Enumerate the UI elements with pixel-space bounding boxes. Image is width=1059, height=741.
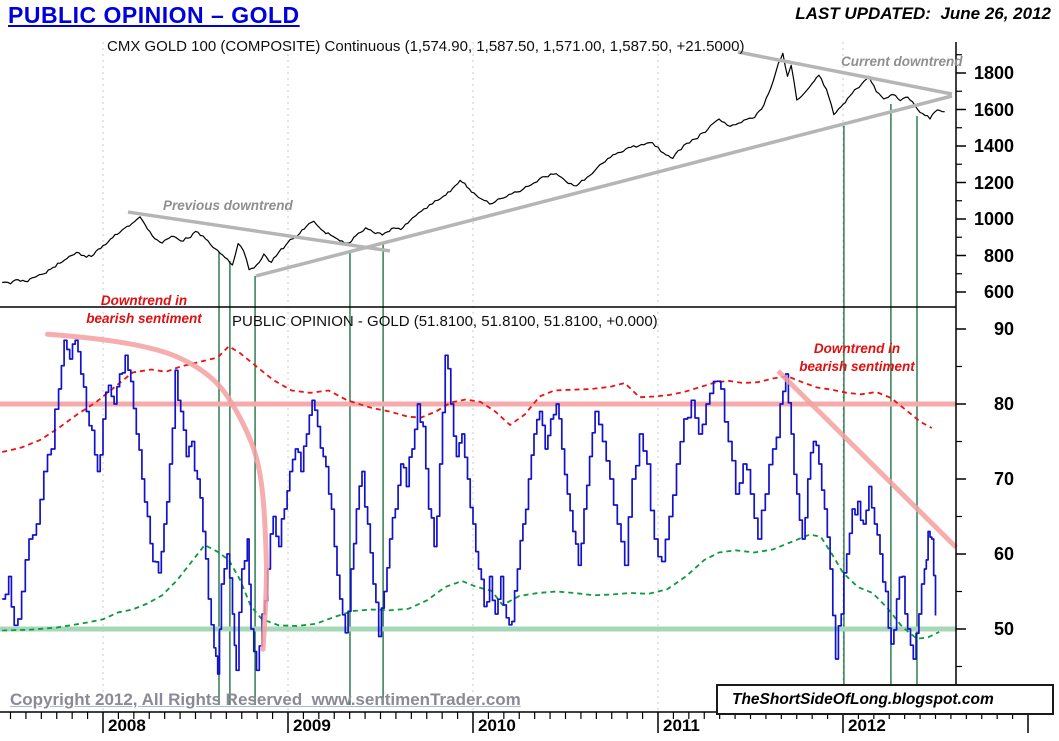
x-year-label: 2012 bbox=[848, 716, 886, 735]
top-panel-title: CMX GOLD 100 (COMPOSITE) Continuous (1,5… bbox=[107, 38, 745, 55]
annotation-current-downtrend: Current downtrend bbox=[841, 54, 963, 69]
annotation-bearish-left-line1: Downtrend in bbox=[100, 293, 188, 308]
top-y-tick-label: 600 bbox=[983, 282, 1014, 302]
bottom-panel-title: PUBLIC OPINION - GOLD (51.8100, 51.8100,… bbox=[232, 313, 658, 330]
top-y-tick-label: 800 bbox=[983, 245, 1014, 266]
page-title-link[interactable]: PUBLIC OPINION – GOLD bbox=[8, 2, 300, 28]
upper-band-red-dashed bbox=[1, 345, 933, 453]
x-year-label: 2010 bbox=[478, 716, 516, 735]
top-y-tick-label: 1000 bbox=[973, 209, 1014, 229]
pink-curve-downtrend-2008 bbox=[45, 331, 269, 652]
x-year-label: 2008 bbox=[108, 716, 146, 735]
credit-box: TheShortSideOfLong.blogspot.com bbox=[716, 684, 1054, 715]
trendline-current-downtrend bbox=[737, 50, 953, 96]
top-y-tick-label: 1800 bbox=[973, 63, 1014, 83]
top-y-tick-label: 1200 bbox=[973, 172, 1014, 193]
x-year-label: 2011 bbox=[663, 716, 700, 735]
copyright-label: Copyright 2012, All Rights Reserved www.… bbox=[10, 690, 521, 709]
pink-line-downtrend-2012 bbox=[776, 369, 958, 550]
annotation-previous-downtrend: Previous downtrend bbox=[163, 198, 293, 213]
bottom-y-tick-label: 50 bbox=[993, 619, 1014, 639]
bottom-y-tick-label: 70 bbox=[993, 469, 1014, 489]
annotation-bearish-left-line2: bearish sentiment bbox=[86, 311, 202, 326]
lower-band-green-dashed bbox=[2, 533, 940, 640]
credit-label: TheShortSideOfLong.blogspot.com bbox=[732, 690, 994, 708]
trendline-previous-downtrend bbox=[127, 210, 391, 253]
bottom-y-tick-label: 80 bbox=[993, 394, 1014, 414]
x-year-label: 2009 bbox=[293, 716, 331, 735]
annotation-bearish-right-line2: bearish sentiment bbox=[799, 359, 915, 374]
public-opinion-step-line bbox=[2, 339, 937, 675]
top-y-tick-label: 1600 bbox=[973, 99, 1014, 120]
bottom-y-tick-label: 90 bbox=[993, 319, 1014, 339]
last-updated-label: LAST UPDATED: June 26, 2012 bbox=[795, 4, 1051, 23]
gold-price-line bbox=[2, 52, 945, 285]
annotation-bearish-right-line1: Downtrend in bbox=[813, 341, 901, 356]
top-y-tick-label: 1400 bbox=[973, 136, 1014, 156]
trendline-rising-support bbox=[255, 94, 953, 278]
bottom-y-tick-label: 60 bbox=[993, 544, 1014, 564]
